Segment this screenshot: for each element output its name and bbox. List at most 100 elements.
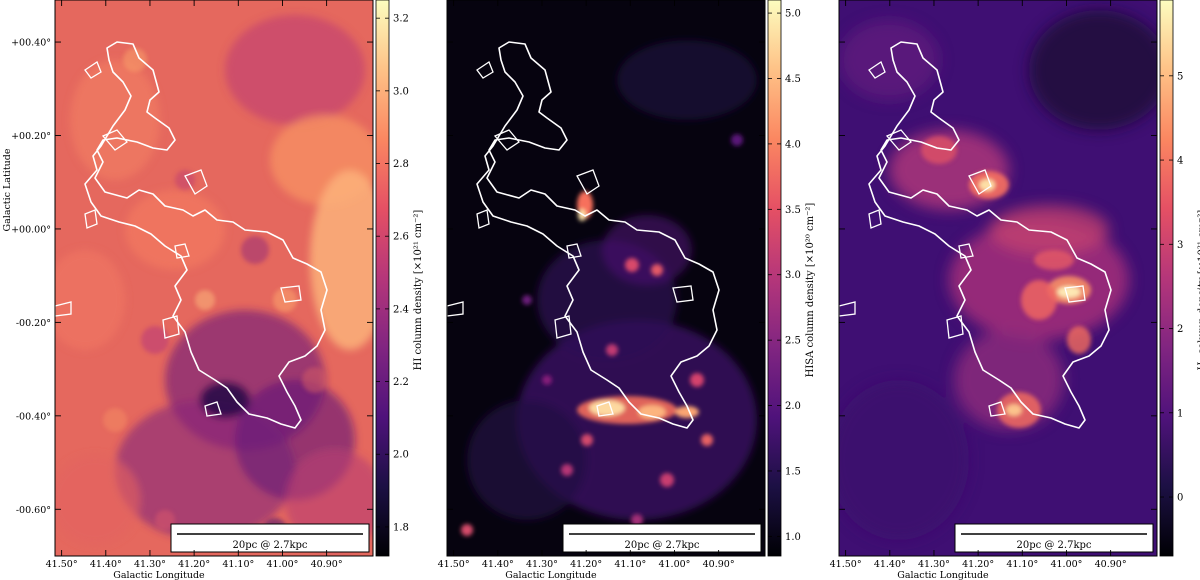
hi-contour-small-1 bbox=[101, 129, 128, 151]
hi-xlabel: Galactic Longitude bbox=[113, 570, 205, 580]
hi-colorbar-tick-label-6: 3.0 bbox=[393, 86, 409, 97]
h2-colorbar-tick-label-1: 1 bbox=[1177, 408, 1183, 419]
panel-hi-overlay: 20pc @ 2.7kpc 41.50° 41.40° 41.30° 41.20° 41.… bbox=[2, 0, 424, 580]
hisa-contour-small-5 bbox=[672, 285, 694, 303]
panel-h2 bbox=[839, 0, 1157, 556]
hisa-colorbar-tick-label-4: 3.0 bbox=[785, 270, 801, 281]
hi-contour-small-3 bbox=[84, 209, 98, 229]
hi-xtick-label-4: 41.10° bbox=[222, 559, 254, 570]
hi-colorbar-label: HI column density [×10²¹ cm⁻²] bbox=[413, 210, 424, 371]
hi-colorbar-tick-label-0: 1.8 bbox=[393, 522, 409, 533]
hi-colorbar-bar bbox=[375, 0, 390, 557]
panel-hisa-overlay: 20pc @ 2.7kpc 41.50° 41.40° 41.30° 41.20° 41.… bbox=[438, 0, 816, 580]
hi-scalebar: 20pc @ 2.7kpc bbox=[170, 523, 370, 553]
hi-ytick-label-4: -00.40° bbox=[16, 411, 51, 422]
h2-xtick-label-3: 41.20° bbox=[962, 559, 994, 570]
h2-xtick-label-0: 41.50° bbox=[830, 559, 862, 570]
hi-colorbar-tick-label-3: 2.4 bbox=[393, 304, 409, 315]
hisa-contour-small-1 bbox=[493, 129, 520, 151]
panel-h2-overlay: 20pc @ 2.7kpc 41.50° 41.40° 41.30° 41.20° 41.… bbox=[830, 0, 1200, 580]
hisa-xtick-label-5: 41.00° bbox=[658, 559, 690, 570]
panel-hi bbox=[55, 0, 373, 556]
hisa-colorbar-tick-label-8: 5.0 bbox=[785, 9, 801, 20]
hi-xtick-label-1: 41.40° bbox=[90, 559, 122, 570]
hi-contour-small-5 bbox=[280, 285, 302, 303]
h2-contour-small-6 bbox=[946, 315, 964, 339]
h2-contour-small-0 bbox=[868, 61, 886, 79]
hisa-colorbar-tick-label-0: 1.0 bbox=[785, 532, 801, 543]
hi-contour-small-8 bbox=[174, 243, 190, 259]
h2-contour-small-8 bbox=[958, 243, 974, 259]
hi-colorbar-tick-label-1: 2.0 bbox=[393, 450, 409, 461]
h2-colorbar-tick-label-5: 5 bbox=[1177, 71, 1183, 82]
hi-ytick-label-1: +00.20° bbox=[11, 131, 51, 142]
hisa-colorbar-tick-label-7: 4.5 bbox=[785, 74, 801, 85]
hi-axes-frame bbox=[54, 0, 374, 557]
hi-xtick-label-0: 41.50° bbox=[46, 559, 78, 570]
hisa-colorbar: 1.0 1.5 2.0 2.5 3.0 3.5 4.0 4.5 5.0 HISA column d… bbox=[767, 0, 816, 557]
h2-xtick-label-4: 41.10° bbox=[1006, 559, 1038, 570]
h2-colorbar-label: H₂ column density [×10²¹ cm⁻²] bbox=[1197, 210, 1200, 371]
hisa-contour-small-6 bbox=[554, 315, 572, 339]
hi-ytick-label-2: +00.00° bbox=[11, 224, 51, 235]
hisa-colorbar-tick-label-3: 2.5 bbox=[785, 336, 801, 347]
hi-contour-main bbox=[84, 41, 328, 429]
hisa-xlabel: Galactic Longitude bbox=[505, 570, 597, 580]
hi-colorbar-tick-label-5: 2.8 bbox=[393, 159, 409, 170]
hisa-scalebar-box bbox=[562, 523, 762, 553]
hisa-axes-frame bbox=[446, 0, 766, 557]
hisa-scalebar: 20pc @ 2.7kpc bbox=[562, 523, 762, 553]
h2-map bbox=[839, 0, 1157, 556]
h2-colorbar-bar bbox=[1159, 0, 1174, 557]
hi-colorbar-tick-label-4: 2.6 bbox=[393, 232, 409, 243]
hisa-contour-small-3 bbox=[476, 209, 490, 229]
hisa-contour-small-2 bbox=[576, 169, 600, 195]
hi-scalebar-label: 20pc @ 2.7kpc bbox=[232, 540, 307, 551]
h2-contour-small-5 bbox=[1064, 285, 1086, 303]
h2-xlabel: Galactic Longitude bbox=[897, 570, 989, 580]
h2-xtick-label-5: 41.00° bbox=[1050, 559, 1082, 570]
hisa-colorbar-bar bbox=[767, 0, 782, 557]
panel-hisa bbox=[447, 0, 765, 556]
hi-contour-small-7 bbox=[204, 401, 222, 417]
h2-contour-small-1 bbox=[885, 129, 912, 151]
hisa-colorbar-tick-label-6: 4.0 bbox=[785, 139, 801, 150]
hisa-xtick-label-0: 41.50° bbox=[438, 559, 470, 570]
h2-colorbar-tick-label-4: 4 bbox=[1177, 156, 1183, 167]
hi-xtick-label-2: 41.30° bbox=[134, 559, 166, 570]
h2-contour-small-2 bbox=[968, 169, 992, 195]
hisa-xtick-label-3: 41.20° bbox=[570, 559, 602, 570]
hi-xtick-label-3: 41.20° bbox=[178, 559, 210, 570]
hisa-colorbar-label: HISA column density [×10²⁰ cm⁻²] bbox=[805, 203, 816, 378]
h2-colorbar-tick-label-3: 3 bbox=[1177, 240, 1183, 251]
hisa-contour-small-0 bbox=[476, 61, 494, 79]
h2-colorbar-tick-label-0: 0 bbox=[1177, 493, 1183, 504]
h2-scalebar-box bbox=[954, 523, 1154, 553]
hi-map bbox=[55, 0, 373, 556]
hisa-contour-small-8 bbox=[566, 243, 582, 259]
hi-xtick-label-6: 40.90° bbox=[311, 559, 343, 570]
hisa-colorbar-tick-label-2: 2.0 bbox=[785, 401, 801, 412]
hisa-contour-main bbox=[476, 41, 720, 429]
hi-colorbar-tick-label-7: 3.2 bbox=[393, 14, 409, 25]
hi-colorbar-tick-label-2: 2.2 bbox=[393, 377, 409, 388]
hi-colorbar: 1.8 2.0 2.2 2.4 2.6 2.8 3.0 3.2 HI column densit… bbox=[375, 0, 424, 557]
hisa-xtick-label-4: 41.10° bbox=[614, 559, 646, 570]
hi-scalebar-box bbox=[170, 523, 370, 553]
hi-ytick-label-5: -00.60° bbox=[16, 505, 51, 516]
hi-ytick-label-0: +00.40° bbox=[11, 38, 51, 49]
h2-scalebar: 20pc @ 2.7kpc bbox=[954, 523, 1154, 553]
h2-scalebar-label: 20pc @ 2.7kpc bbox=[1016, 540, 1091, 551]
hi-contour-small-2 bbox=[184, 169, 208, 195]
hisa-xtick-label-2: 41.30° bbox=[526, 559, 558, 570]
hisa-scalebar-label: 20pc @ 2.7kpc bbox=[624, 540, 699, 551]
hi-xtick-label-5: 41.00° bbox=[266, 559, 298, 570]
hisa-colorbar-tick-label-1: 1.5 bbox=[785, 466, 801, 477]
hi-contour-small-0 bbox=[84, 61, 102, 79]
hi-ytick-label-3: -00.20° bbox=[16, 318, 51, 329]
hisa-colorbar-tick-label-5: 3.5 bbox=[785, 205, 801, 216]
hi-contours bbox=[54, 41, 328, 429]
h2-xtick-label-2: 41.30° bbox=[918, 559, 950, 570]
